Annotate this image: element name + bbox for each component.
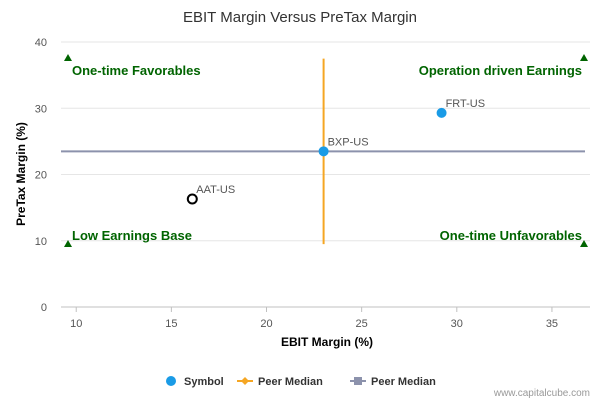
data-point xyxy=(436,107,447,118)
quadrant-labels: One-time Favorables Operation driven Earn… xyxy=(64,54,588,247)
quadrant-label: One-time Favorables xyxy=(72,63,201,78)
data-points: FRT-US BXP-US AAT-US xyxy=(186,98,486,205)
grid-lines xyxy=(61,41,590,312)
legend-marker-icon xyxy=(166,376,176,386)
x-tick-label: 15 xyxy=(165,318,177,330)
quadrant-marker-icon xyxy=(64,240,72,247)
x-tick-label: 25 xyxy=(356,318,368,330)
tick-labels: 0 10 20 30 40 10 15 20 25 30 35 xyxy=(35,37,558,330)
x-tick-label: 10 xyxy=(70,318,82,330)
quadrant-label: Low Earnings Base xyxy=(72,228,192,243)
data-point xyxy=(318,146,329,157)
point-label: BXP-US xyxy=(328,136,369,148)
quadrant-marker-icon xyxy=(580,54,588,61)
watermark-text: www.capitalcube.com xyxy=(493,388,590,399)
data-point xyxy=(186,193,198,205)
point-label: FRT-US xyxy=(446,98,486,110)
legend: Symbol Peer Median Peer Median xyxy=(166,376,436,388)
x-axis-label: EBIT Margin (%) xyxy=(281,335,373,349)
x-tick-label: 35 xyxy=(546,318,558,330)
chart-title: EBIT Margin Versus PreTax Margin xyxy=(183,9,417,26)
quadrant-marker-icon xyxy=(64,54,72,61)
quadrant-label: One-time Unfavorables xyxy=(440,228,582,243)
legend-label: Peer Median xyxy=(258,376,323,388)
quadrant-marker-icon xyxy=(580,240,588,247)
y-tick-label: 10 xyxy=(35,236,47,248)
point-label: AAT-US xyxy=(196,184,235,196)
x-tick-label: 30 xyxy=(451,318,463,330)
legend-marker-icon xyxy=(241,377,249,385)
y-axis-label: PreTax Margin (%) xyxy=(14,122,28,226)
legend-label: Symbol xyxy=(184,376,224,388)
y-tick-label: 0 xyxy=(41,302,47,314)
legend-label: Peer Median xyxy=(371,376,436,388)
y-tick-label: 20 xyxy=(35,170,47,182)
quadrant-label: Operation driven Earnings xyxy=(419,63,582,78)
legend-marker-icon xyxy=(354,377,362,385)
y-tick-label: 30 xyxy=(35,103,47,115)
y-tick-label: 40 xyxy=(35,37,47,49)
x-tick-label: 20 xyxy=(260,318,272,330)
